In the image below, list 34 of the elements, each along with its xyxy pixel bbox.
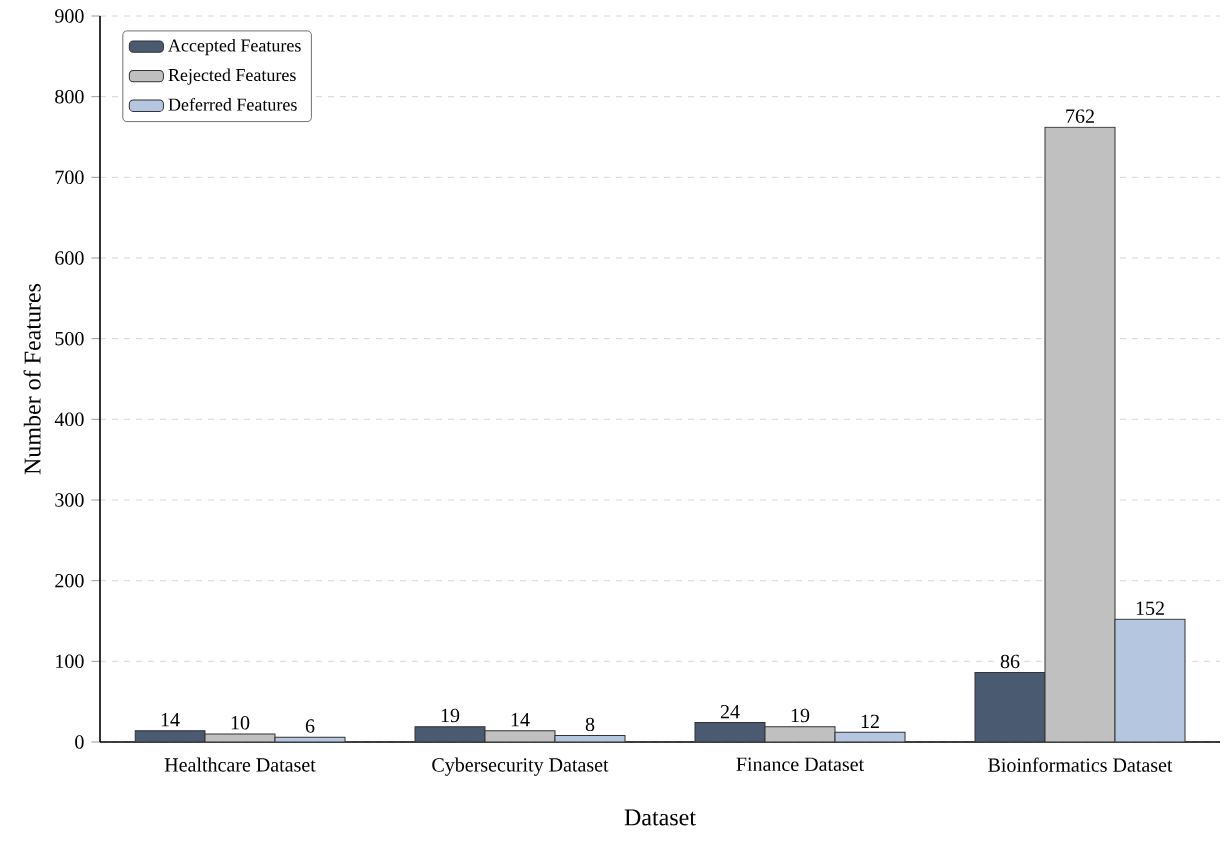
data-label: 152 — [1136, 601, 1164, 615]
data-label: 762 — [1066, 109, 1094, 123]
bar — [974, 672, 1046, 742]
y-tick-label: 0 — [75, 735, 84, 749]
data-label: 8 — [585, 717, 595, 732]
legend-label: Deferred Features — [168, 97, 297, 111]
x-tick-label: Finance Dataset — [736, 757, 865, 772]
data-label: 19 — [441, 708, 460, 723]
y-axis-title: Number of Features — [23, 283, 41, 475]
y-tick-label: 800 — [55, 89, 84, 104]
data-label: 12 — [861, 714, 879, 728]
data-label: 14 — [161, 713, 180, 727]
y-tick-label: 600 — [55, 251, 84, 265]
data-label: 6 — [305, 719, 315, 733]
y-tick-label: 100 — [56, 654, 84, 669]
data-label: 10 — [231, 716, 250, 730]
x-tick-label: Bioinformatics Dataset — [988, 757, 1173, 772]
x-tick-label: Cybersecurity Dataset — [432, 757, 609, 776]
data-label: 24 — [720, 704, 740, 719]
y-tick-label: 400 — [54, 412, 84, 427]
y-tick-label: 200 — [55, 573, 84, 588]
y-tick-label: 300 — [55, 493, 84, 507]
x-tick-label: Healthcare Dataset — [164, 757, 316, 772]
data-label: 14 — [511, 713, 530, 727]
y-tick-label: 900 — [55, 9, 84, 23]
data-label: 86 — [1000, 654, 1020, 669]
bar — [1044, 126, 1116, 742]
data-label: 19 — [791, 708, 810, 723]
y-tick-label: 500 — [55, 331, 84, 346]
x-axis-title: Dataset — [624, 809, 696, 826]
legend-label: Rejected Features — [168, 68, 296, 85]
bar — [694, 722, 766, 742]
legend-label: Accepted Features — [168, 38, 301, 56]
y-tick-label: 700 — [55, 170, 84, 185]
